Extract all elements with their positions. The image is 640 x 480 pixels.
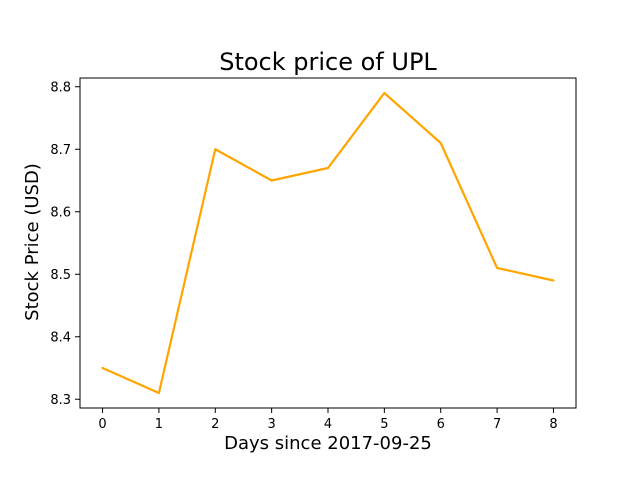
x-tick-label: 6	[437, 417, 445, 432]
x-axis-label: Days since 2017-09-25	[224, 433, 432, 454]
series-line	[101, 91, 555, 395]
y-axis-ticks: 8.3 8.4 8.5 8.6 8.7 8.8	[50, 80, 80, 408]
x-tick-label: 4	[324, 417, 332, 432]
x-tick-label: 7	[493, 417, 501, 432]
plot-frame	[79, 77, 577, 409]
x-axis-ticks: 0 1 2 3 4 5 6 7 8	[98, 408, 558, 432]
x-tick-label: 5	[380, 417, 388, 432]
x-tick-label: 2	[211, 417, 219, 432]
x-tick-label: 1	[155, 417, 163, 432]
x-tick-label: 0	[98, 417, 106, 432]
y-tick-label: 8.3	[50, 393, 71, 408]
y-axis-label: Stock Price (USD)	[22, 163, 43, 321]
series-layer	[101, 91, 555, 395]
y-tick-label: 8.7	[50, 143, 71, 158]
y-tick-label: 8.6	[50, 205, 71, 220]
x-tick-label: 3	[267, 417, 275, 432]
x-tick-label: 8	[549, 417, 557, 432]
y-tick-label: 8.4	[50, 330, 71, 345]
chart-title: Stock price of UPL	[219, 48, 437, 76]
plot-area: 0 1 2 3 4 5 6 7 8 8.3 8.4 8.5 8.6 8.7 8.8	[50, 77, 577, 432]
y-tick-label: 8.8	[50, 80, 71, 95]
y-tick-label: 8.5	[50, 268, 71, 283]
